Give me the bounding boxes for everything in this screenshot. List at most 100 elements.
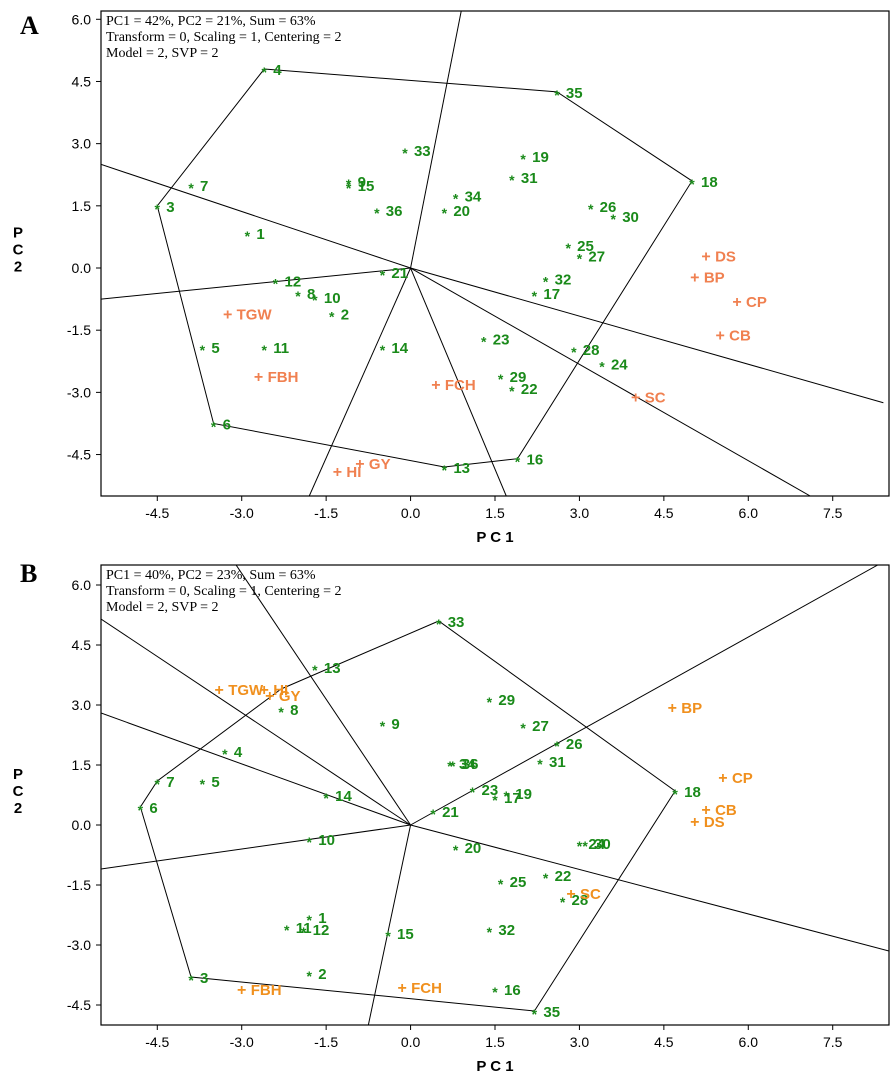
genotype-label: 2: [318, 966, 326, 983]
trait-marker: +: [265, 688, 274, 705]
genotype-label: 29: [510, 369, 527, 386]
genotype-point: * 9: [380, 716, 400, 734]
trait-label: TGW: [228, 682, 264, 699]
genotype-label: 15: [358, 178, 375, 195]
genotype-point: * 36: [450, 756, 478, 774]
y-tick-label: -1.5: [67, 877, 91, 893]
trait-label: FCH: [411, 980, 442, 997]
y-tick-label: -1.5: [67, 322, 91, 338]
trait-point: + BP: [668, 700, 703, 717]
trait-label: HI: [273, 682, 288, 699]
genotype-label: 22: [555, 868, 572, 885]
genotype-marker: *: [442, 205, 448, 221]
genotype-label: 17: [504, 790, 521, 807]
genotype-marker: *: [520, 151, 526, 167]
genotype-point: * 5: [200, 774, 220, 792]
genotype-label: 27: [588, 249, 605, 266]
genotype-label: 15: [397, 926, 414, 943]
genotype-marker: *: [312, 662, 318, 678]
genotype-point: * 26: [588, 199, 616, 217]
y-tick-label: 3.0: [72, 136, 92, 152]
info-line: Model = 2, SVP = 2: [106, 600, 219, 615]
trait-point: + TGW: [223, 307, 273, 324]
genotype-label: 10: [318, 832, 335, 849]
genotype-point: * 9: [346, 174, 366, 192]
biplot-panel-b: B PC1 = 40%, PC2 = 23%, Sum = 63%Transfor…: [13, 559, 890, 1075]
genotype-marker: *: [200, 342, 206, 358]
genotype-point: * 35: [554, 85, 582, 103]
y-tick-label: 0.0: [72, 817, 92, 833]
trait-point: + DS: [690, 814, 725, 831]
genotype-marker: *: [450, 758, 456, 774]
genotype-point: * 27: [577, 249, 605, 267]
genotype-label: 35: [566, 85, 583, 102]
genotype-point: * 17: [532, 286, 560, 304]
trait-label: SC: [580, 886, 601, 903]
polygon-group: [101, 11, 884, 496]
genotype-label: 31: [549, 754, 566, 771]
sector-ray: [410, 11, 462, 269]
genotype-label: 26: [600, 199, 617, 216]
genotype-label: 26: [566, 736, 583, 753]
sector-ray: [410, 267, 507, 496]
genotype-marker: *: [138, 802, 144, 818]
trait-marker: +: [668, 700, 677, 717]
genotype-point: * 4: [262, 62, 283, 80]
trait-point: + SC: [566, 886, 601, 903]
trait-label: BP: [704, 269, 725, 286]
trait-point: + GY: [355, 456, 390, 473]
biplot-panel-a: A PC1 = 42%, PC2 = 21%, Sum = 63%Transfor…: [13, 10, 890, 546]
info-line: PC1 = 42%, PC2 = 21%, Sum = 63%: [106, 14, 316, 29]
genotype-point: * 34: [447, 756, 476, 774]
genotype-point: * 20: [442, 203, 470, 221]
genotype-marker: *: [532, 1006, 538, 1022]
genotype-label: 16: [527, 452, 544, 469]
x-tick-label: 1.5: [485, 505, 505, 521]
trait-point: + CB: [701, 802, 737, 819]
genotype-point: * 12: [301, 922, 329, 940]
genotype-label: 16: [504, 982, 521, 999]
genotype-label: 25: [577, 238, 594, 255]
x-tick-label: -3.0: [230, 1034, 254, 1050]
sector-ray: [101, 618, 411, 826]
genotype-marker: *: [430, 806, 436, 822]
trait-marker: +: [701, 802, 710, 819]
genotype-point: * 25: [565, 238, 593, 256]
genotype-label: 3: [200, 970, 208, 987]
genotype-marker: *: [447, 758, 453, 774]
genotype-point: * 24: [577, 836, 606, 854]
genotype-point: * 22: [509, 381, 537, 399]
x-tick-label: 0.0: [401, 505, 421, 521]
genotype-label: 25: [510, 874, 527, 891]
genotype-label: 23: [481, 782, 498, 799]
trait-label: CP: [746, 294, 767, 311]
genotype-point: * 17: [492, 790, 520, 808]
trait-marker: +: [355, 456, 364, 473]
genotype-label: 4: [234, 744, 243, 761]
genotype-marker: *: [329, 309, 335, 325]
y-tick-label: 4.5: [72, 73, 92, 89]
genotype-point: * 20: [453, 840, 481, 858]
sector-ray: [101, 267, 411, 300]
x-tick-label: -4.5: [145, 505, 169, 521]
trait-marker: +: [566, 886, 575, 903]
genotype-marker: *: [571, 344, 577, 360]
genotype-marker: *: [374, 205, 380, 221]
y-tick-label: -3.0: [67, 937, 91, 953]
genotype-point: * 10: [312, 290, 340, 308]
genotype-label: 1: [318, 910, 326, 927]
genotype-marker: *: [588, 201, 594, 217]
genotype-label: 5: [211, 340, 219, 357]
genotype-marker: *: [273, 275, 279, 291]
genotype-label: 9: [391, 716, 399, 733]
genotype-point: * 34: [453, 188, 482, 206]
genotype-label: 36: [462, 756, 479, 773]
sector-ray: [101, 712, 411, 826]
y-tick-label: 0.0: [72, 260, 92, 276]
y-tick-label: 6.0: [72, 577, 92, 593]
genotype-label: 8: [307, 286, 315, 303]
trait-label: FBH: [268, 369, 299, 386]
genotype-marker: *: [565, 240, 571, 256]
genotype-label: 7: [200, 178, 208, 195]
